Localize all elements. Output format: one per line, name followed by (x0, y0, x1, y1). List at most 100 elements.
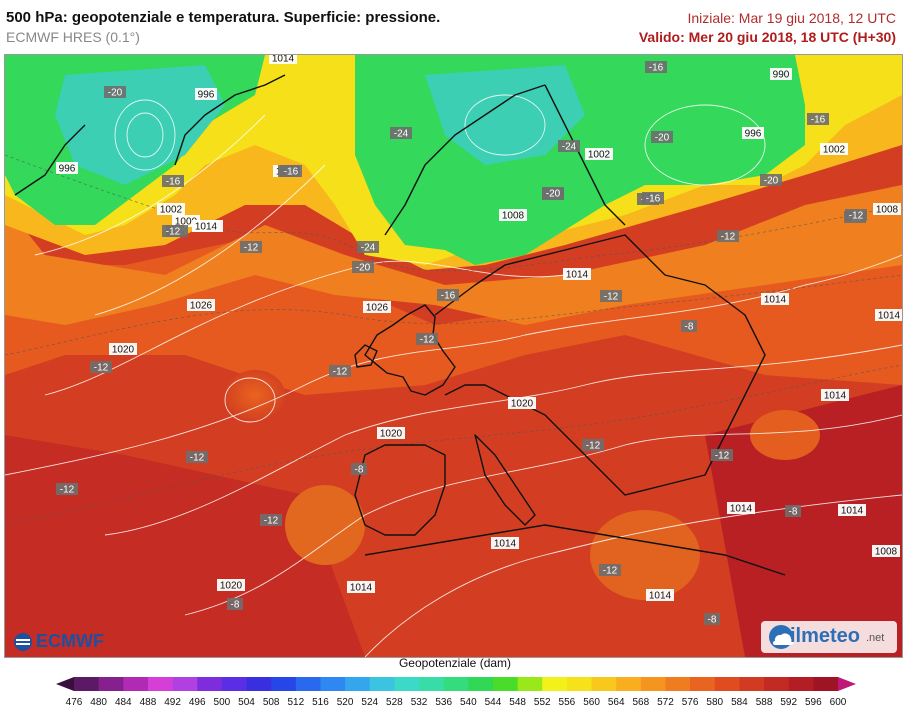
pressure-label: 1014 (192, 220, 220, 233)
temperature-label: -12 (90, 361, 112, 374)
svg-text:1014: 1014 (272, 55, 295, 65)
pressure-label: 1014 (727, 502, 755, 515)
svg-text:1014: 1014 (494, 539, 517, 550)
svg-text:996: 996 (745, 129, 762, 140)
scale-swatch (123, 677, 149, 691)
map-svg: 1014996996100210001014101610141026102610… (5, 55, 902, 657)
svg-text:-20: -20 (546, 189, 561, 200)
temperature-label: -12 (711, 449, 733, 462)
scale-title: Geopotenziale (dam) (398, 656, 512, 670)
scale-swatch (764, 677, 790, 691)
warm-cell-2 (285, 485, 365, 565)
svg-text:-16: -16 (284, 167, 299, 178)
pressure-label: 1026 (363, 301, 391, 314)
svg-text:1014: 1014 (350, 583, 373, 594)
scale-tick-label: 600 (830, 697, 847, 708)
temperature-label: -12 (329, 365, 351, 378)
ilmeteo-logo-text: ilmeteo .net (760, 620, 900, 654)
svg-text:-12: -12 (333, 367, 348, 378)
svg-text:-8: -8 (231, 600, 240, 611)
svg-text:-8: -8 (789, 507, 798, 518)
scale-swatch (690, 677, 716, 691)
pressure-label: 1008 (873, 203, 901, 216)
temperature-label: -16 (162, 175, 184, 188)
svg-text:-16: -16 (166, 177, 181, 188)
pressure-label: 1014 (269, 55, 297, 65)
scale-swatch (468, 677, 494, 691)
scale-swatch (714, 677, 740, 691)
temperature-label: -24 (390, 127, 412, 140)
cold-core-north (425, 65, 585, 165)
scale-swatch (419, 677, 445, 691)
scale-tick-label: 556 (559, 697, 576, 708)
temperature-label: -12 (162, 225, 184, 238)
scale-tick-label: 492 (164, 697, 181, 708)
temperature-label: -12 (416, 333, 438, 346)
temperature-label: -20 (104, 86, 126, 99)
svg-text:-16: -16 (441, 291, 456, 302)
temperature-label: -12 (186, 451, 208, 464)
temperature-label: -16 (437, 289, 459, 302)
svg-text:-12: -12 (190, 453, 205, 464)
pressure-label: 990 (770, 68, 792, 81)
scale-tick-label: 580 (706, 697, 723, 708)
svg-text:-24: -24 (361, 243, 376, 254)
orange-band (5, 185, 902, 325)
warm-cell-3 (590, 510, 700, 600)
sw-band (5, 435, 365, 657)
warm-cell-4 (750, 410, 820, 460)
scale-swatch (616, 677, 642, 691)
scale-tick-label: 504 (238, 697, 255, 708)
svg-text:-8: -8 (708, 615, 717, 626)
pressure-label: 1008 (872, 545, 900, 558)
pressure-label: 1014 (821, 389, 849, 402)
scale-tick-label: 584 (731, 697, 748, 708)
scale-arrow-left (56, 677, 74, 691)
header-right: Iniziale: Mar 19 giu 2018, 12 UTC Valido… (639, 8, 896, 46)
map-title: 500 hPa: geopotenziale e temperatura. Su… (6, 9, 441, 26)
svg-text:1014: 1014 (195, 222, 218, 233)
temperature-label: -12 (717, 230, 739, 243)
pressure-label: 1002 (157, 203, 185, 216)
scale-tick-label: 572 (657, 697, 674, 708)
scale-swatch (566, 677, 593, 691)
svg-text:996: 996 (59, 164, 76, 175)
scale-tick-label: 592 (780, 697, 797, 708)
scale-swatch (197, 677, 223, 691)
scale-tick-label: 516 (312, 697, 329, 708)
scale-swatch (221, 677, 248, 691)
pressure-label: 996 (742, 127, 764, 140)
cold-core-west (55, 65, 225, 185)
svg-text:-8: -8 (355, 465, 364, 476)
scale-tick-label: 568 (632, 697, 649, 708)
isobars (5, 94, 902, 657)
scale-tick-label: 532 (411, 697, 428, 708)
svg-text:1008: 1008 (502, 211, 525, 222)
scale-tick-label: 508 (263, 697, 280, 708)
svg-text:1014: 1014 (841, 506, 864, 517)
scale-swatch (443, 677, 469, 691)
ecmwf-label: ECMWF (36, 631, 104, 651)
scale-swatch (320, 677, 346, 691)
scale-tick-label: 560 (583, 697, 600, 708)
scale-tick-label: 476 (66, 697, 83, 708)
scale-swatch (295, 677, 321, 691)
ilmeteo-logo (761, 621, 897, 653)
svg-text:996: 996 (198, 90, 215, 101)
svg-text:1002: 1002 (160, 205, 183, 216)
svg-text:1008: 1008 (876, 205, 899, 216)
pressure-label: 1008 (499, 209, 527, 222)
scale-tick-label: 524 (361, 697, 378, 708)
scale-swatch (542, 677, 568, 691)
svg-text:-12: -12 (603, 566, 618, 577)
svg-text:-24: -24 (394, 129, 409, 140)
temperature-label: -12 (599, 564, 621, 577)
svg-text:-8: -8 (685, 322, 694, 333)
valid-time: Valido: Mer 20 giu 2018, 18 UTC (H+30) (638, 29, 896, 45)
svg-text:-12: -12 (604, 292, 619, 303)
scale-swatch (591, 677, 617, 691)
svg-text:-12: -12 (849, 211, 864, 222)
temperature-label: -20 (352, 261, 374, 274)
pressure-label: 1014 (646, 589, 674, 602)
svg-text:-20: -20 (655, 133, 670, 144)
